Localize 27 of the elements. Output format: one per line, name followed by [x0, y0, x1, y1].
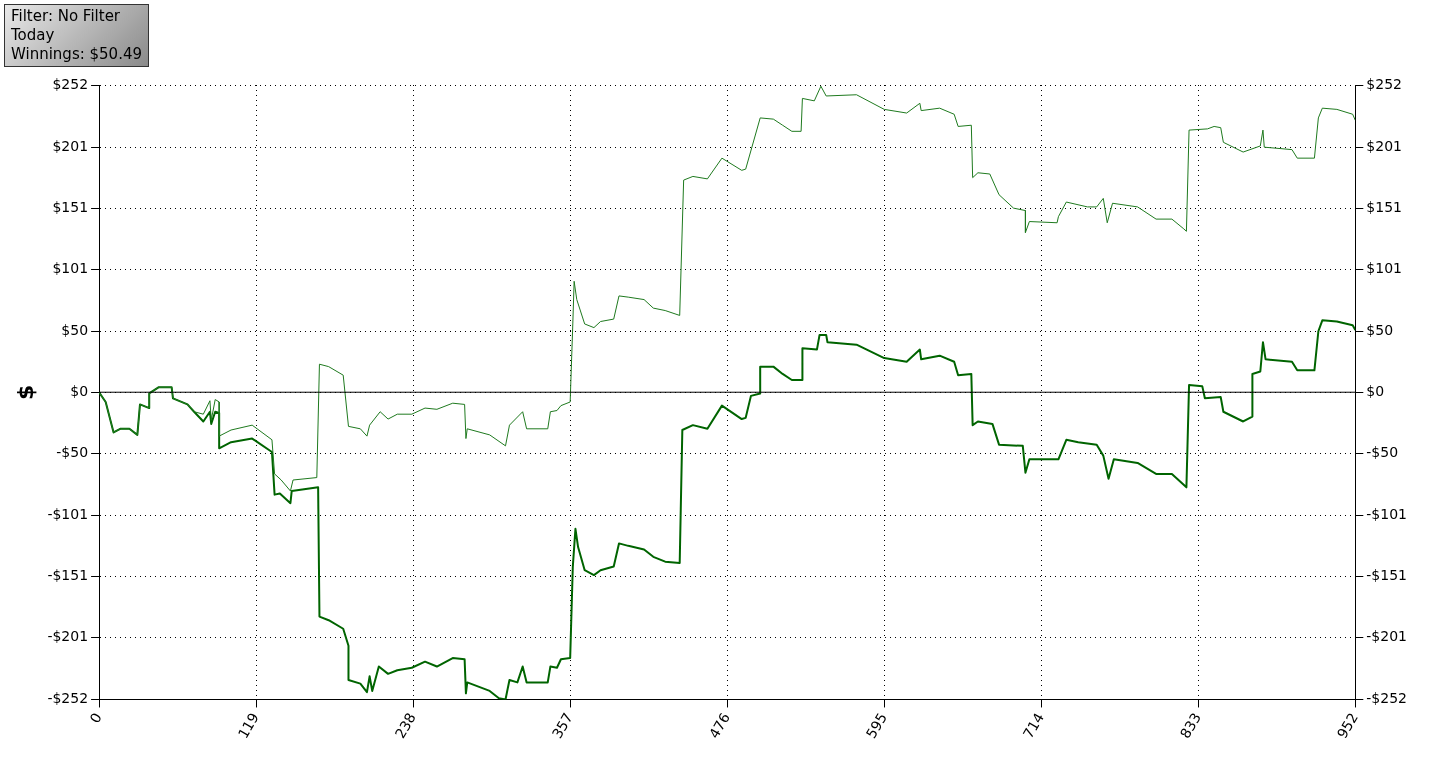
y2-tick-label: $0 [1366, 382, 1385, 399]
y2-tick-label: -$50 [1366, 443, 1399, 460]
y-tick-label: $151 [52, 198, 89, 215]
y2-tick-label: $201 [1366, 137, 1402, 154]
y-tick-label: $50 [61, 321, 89, 338]
y-tick-label: $201 [52, 137, 89, 154]
y-tick-label: -$101 [47, 506, 89, 523]
y2-tick-label: -$151 [1366, 566, 1408, 583]
text: Winnings: $50.49 [11, 45, 143, 64]
y2-tick-label: $101 [1366, 259, 1402, 276]
y-tick-label: -$252 [47, 690, 89, 707]
y-tick-label: $252 [52, 75, 89, 92]
y-tick-label: $101 [52, 259, 89, 276]
x-tick-label: 0 [86, 709, 105, 726]
y2-tick-label: -$101 [1366, 506, 1408, 523]
text: Today [11, 26, 56, 45]
y2-tick-label: -$201 [1366, 627, 1408, 644]
y-tick-label: -$201 [47, 627, 89, 644]
y2-tick-label: -$252 [1366, 690, 1408, 707]
text: Filter: No Filter [11, 7, 122, 26]
y-axis-title: $ [12, 384, 38, 400]
y-tick-label: -$50 [56, 443, 89, 460]
y-tick-label: $0 [70, 382, 89, 399]
y2-tick-label: $50 [1366, 321, 1394, 338]
y2-tick-label: $151 [1366, 198, 1402, 215]
y2-tick-label: $252 [1366, 75, 1402, 92]
y-tick-label: -$151 [47, 566, 89, 583]
